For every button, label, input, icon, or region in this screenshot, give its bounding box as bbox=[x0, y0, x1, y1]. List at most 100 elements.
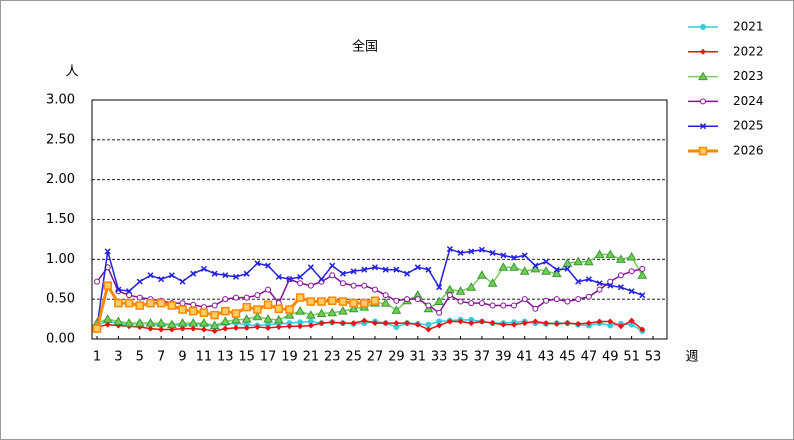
marker bbox=[628, 317, 635, 324]
marker bbox=[126, 292, 133, 299]
marker bbox=[541, 266, 551, 275]
x-tick-label: 13 bbox=[217, 350, 234, 365]
marker bbox=[564, 320, 571, 327]
marker bbox=[478, 318, 485, 325]
marker bbox=[124, 298, 134, 308]
marker bbox=[519, 266, 530, 275]
marker bbox=[382, 320, 389, 327]
marker bbox=[585, 276, 592, 283]
marker bbox=[382, 266, 389, 273]
marker bbox=[199, 308, 209, 317]
marker bbox=[434, 296, 445, 306]
marker bbox=[594, 249, 605, 259]
marker bbox=[628, 268, 635, 275]
marker bbox=[339, 320, 346, 327]
series-line bbox=[96, 319, 643, 332]
marker bbox=[190, 325, 197, 332]
marker bbox=[329, 319, 336, 326]
marker bbox=[329, 272, 336, 279]
series-line bbox=[96, 265, 643, 314]
marker bbox=[425, 302, 432, 309]
marker bbox=[286, 323, 293, 330]
marker bbox=[284, 310, 295, 319]
marker bbox=[158, 326, 165, 333]
x-tick-label: 21 bbox=[303, 350, 320, 365]
legend-item: 2021 bbox=[688, 20, 764, 34]
marker bbox=[124, 318, 134, 327]
marker bbox=[114, 298, 123, 308]
marker bbox=[254, 260, 261, 267]
marker bbox=[532, 318, 539, 325]
legend-marker bbox=[700, 98, 706, 105]
x-tick-label: 1 bbox=[93, 350, 101, 365]
x-tick-label: 17 bbox=[260, 350, 277, 365]
marker bbox=[596, 286, 603, 293]
marker bbox=[126, 288, 133, 295]
marker bbox=[617, 272, 624, 279]
marker bbox=[583, 256, 594, 266]
marker bbox=[425, 321, 432, 328]
marker bbox=[393, 266, 400, 273]
marker bbox=[543, 320, 550, 327]
y-tick-label: 1.50 bbox=[46, 212, 75, 227]
marker bbox=[297, 273, 304, 280]
marker bbox=[339, 280, 346, 287]
marker bbox=[295, 293, 305, 302]
marker bbox=[94, 278, 100, 285]
marker bbox=[457, 249, 464, 256]
marker bbox=[179, 300, 186, 307]
marker bbox=[220, 316, 231, 325]
marker bbox=[92, 324, 102, 333]
x-tick-label: 51 bbox=[623, 350, 640, 365]
marker bbox=[166, 319, 177, 329]
x-tick-label: 33 bbox=[431, 350, 448, 365]
marker bbox=[104, 321, 111, 328]
marker bbox=[489, 302, 496, 309]
legend-label: 2023 bbox=[733, 69, 764, 83]
marker bbox=[617, 323, 624, 330]
x-tick-label: 53 bbox=[645, 350, 662, 365]
x-tick-label: 29 bbox=[388, 350, 405, 365]
marker bbox=[455, 286, 466, 295]
legend-label: 2021 bbox=[733, 20, 764, 34]
marker bbox=[404, 296, 411, 303]
marker bbox=[221, 306, 230, 316]
marker bbox=[596, 318, 603, 325]
marker bbox=[553, 320, 560, 327]
marker bbox=[468, 320, 475, 327]
marker bbox=[436, 284, 443, 291]
legend-marker bbox=[700, 48, 706, 55]
legend-label: 2025 bbox=[733, 119, 764, 133]
marker bbox=[466, 282, 477, 291]
marker bbox=[607, 282, 614, 289]
legend-item: 2023 bbox=[688, 69, 764, 83]
marker bbox=[179, 325, 186, 332]
marker bbox=[617, 284, 624, 291]
marker bbox=[382, 292, 389, 299]
marker bbox=[553, 296, 560, 303]
marker bbox=[391, 305, 402, 314]
marker bbox=[265, 286, 272, 293]
marker bbox=[457, 318, 464, 325]
marker bbox=[243, 324, 250, 331]
marker bbox=[231, 309, 241, 318]
marker bbox=[307, 322, 314, 329]
marker bbox=[317, 297, 326, 306]
x-tick-label: 39 bbox=[495, 350, 512, 365]
marker bbox=[521, 252, 528, 259]
marker bbox=[361, 282, 368, 289]
marker bbox=[233, 294, 239, 301]
marker bbox=[575, 278, 582, 285]
marker bbox=[113, 316, 124, 325]
marker bbox=[478, 300, 485, 307]
marker bbox=[295, 306, 306, 315]
marker bbox=[285, 305, 294, 314]
marker bbox=[404, 270, 411, 277]
marker bbox=[200, 265, 207, 272]
marker bbox=[209, 320, 220, 329]
x-tick-label: 3 bbox=[114, 350, 122, 365]
marker bbox=[487, 278, 498, 287]
marker bbox=[585, 320, 592, 327]
marker bbox=[468, 248, 475, 255]
